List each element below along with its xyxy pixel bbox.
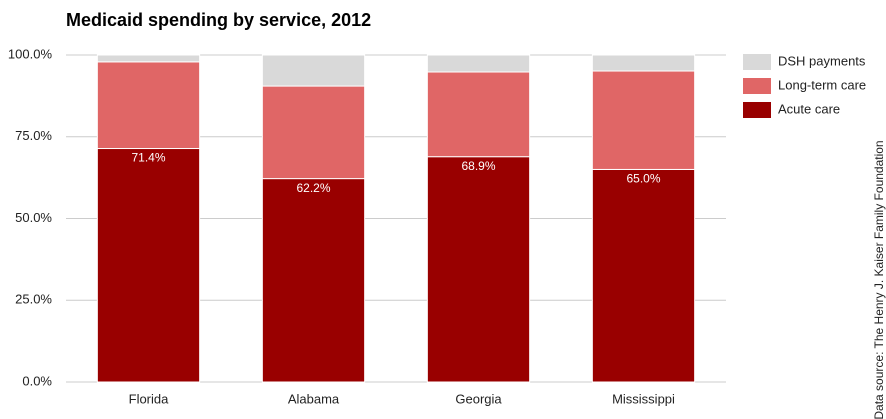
legend-swatch xyxy=(743,78,771,94)
x-tick-label: Florida xyxy=(129,391,170,406)
value-label: 62.2% xyxy=(296,181,330,195)
bar-segment xyxy=(261,85,366,180)
legend-swatch xyxy=(743,54,771,70)
x-tick-label: Mississippi xyxy=(612,391,675,406)
bar-segment xyxy=(591,70,696,170)
y-tick-label: 75.0% xyxy=(15,128,52,143)
x-tick-label: Alabama xyxy=(288,391,340,406)
bar-segment xyxy=(426,54,531,73)
bar-segment xyxy=(426,156,531,383)
bar-segment xyxy=(591,168,696,383)
y-tick-label: 50.0% xyxy=(15,210,52,225)
chart-title: Medicaid spending by service, 2012 xyxy=(66,10,371,30)
legend-label: Acute care xyxy=(778,101,840,116)
legend-label: DSH payments xyxy=(778,53,866,68)
value-label: 68.9% xyxy=(461,159,495,173)
bar-segment xyxy=(96,61,201,150)
bar-segment xyxy=(426,71,531,158)
value-label: 71.4% xyxy=(131,151,165,165)
bar-segment xyxy=(591,54,696,72)
y-tick-label: 25.0% xyxy=(15,292,52,307)
bar-segment xyxy=(96,54,201,63)
y-tick-label: 100.0% xyxy=(8,46,53,61)
x-tick-label: Georgia xyxy=(455,391,502,406)
value-label: 65.0% xyxy=(626,172,660,186)
legend-label: Long-term care xyxy=(778,77,866,92)
legend-swatch xyxy=(743,102,771,118)
source-note: Data source: The Henry J. Kaiser Family … xyxy=(872,140,886,419)
bar-segment xyxy=(96,148,201,383)
y-tick-label: 0.0% xyxy=(22,373,52,388)
bar-segment xyxy=(261,54,366,87)
bar-segment xyxy=(261,178,366,383)
